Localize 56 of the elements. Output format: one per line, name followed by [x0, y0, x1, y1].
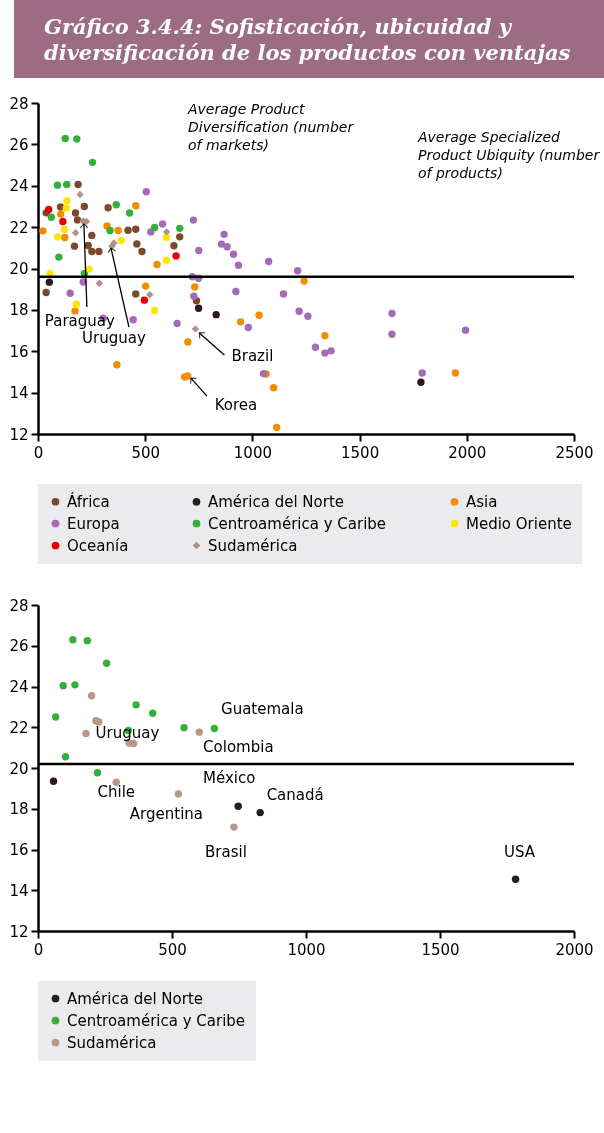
y-tick-label: 26: [9, 135, 29, 154]
legend-label: América del Norte: [208, 492, 345, 511]
y-tick-label: 24: [9, 678, 29, 696]
y-tick-label: 28: [9, 596, 29, 615]
legend-label: Asia: [466, 492, 498, 511]
y-tick-label: 26: [9, 637, 29, 656]
y-tick-label: 20: [9, 260, 29, 278]
annotation: Guatemala: [221, 700, 304, 719]
y-tick-label: 12: [9, 425, 29, 444]
annotation: USA: [504, 843, 536, 862]
annotation: Average Product Diversification (number of markets): [187, 101, 355, 153]
x-tick-label: 1000: [287, 940, 326, 959]
annotation: Average Specialized Product Ubiquity (number of products): [417, 129, 601, 181]
annotation: Brazil: [231, 346, 274, 365]
legend-label: Europa: [67, 514, 120, 533]
y-tick-label: 22: [9, 718, 29, 737]
y-tick-label: 20: [9, 759, 29, 778]
annotation: Canadá: [266, 785, 324, 804]
x-tick-label: 500: [131, 443, 161, 462]
y-tick-label: 18: [9, 301, 29, 320]
annotation: Korea: [214, 396, 258, 415]
annotation: Uruguay: [82, 329, 146, 348]
x-tick-label: 1000: [233, 443, 272, 462]
x-tick-label: 2500: [555, 443, 594, 462]
legend-label: Sudamérica: [208, 536, 298, 555]
legend-label: Centroamérica y Caribe: [208, 514, 387, 533]
y-tick-label: 14: [9, 384, 29, 403]
legend-label: América del Norte: [67, 989, 204, 1008]
y-tick-label: 14: [9, 881, 29, 900]
y-tick-label: 16: [9, 841, 29, 859]
legend-label: Centroamérica y Caribe: [67, 1011, 246, 1030]
legend-label: Oceanía: [67, 536, 129, 555]
annotation: México: [203, 769, 256, 788]
y-tick-label: 22: [9, 218, 29, 237]
x-tick-label: 0: [33, 940, 44, 959]
x-tick-label: 2000: [555, 940, 594, 959]
legend-label: Sudamérica: [67, 1033, 157, 1052]
y-tick-label: 24: [9, 177, 29, 196]
x-tick-label: 2000: [448, 443, 487, 462]
y-tick-label: 28: [9, 94, 29, 113]
annotation: Paraguay: [44, 311, 116, 330]
annotation: Uruguay: [95, 723, 160, 742]
x-tick-label: 0: [33, 443, 44, 462]
y-tick-label: 12: [9, 922, 29, 941]
legend-label: África: [67, 491, 110, 511]
x-tick-label: 500: [158, 940, 187, 959]
legend-label: Medio Oriente: [466, 514, 572, 533]
annotation: Brasil: [205, 843, 247, 862]
chart-title: Gráfico 3.4.4: Sofisticación, ubicuidad y diversificación de los productos con ventajas: [14, 0, 604, 78]
x-tick-label: 1500: [421, 940, 460, 959]
y-tick-label: 16: [9, 342, 29, 361]
annotation: Argentina: [129, 804, 204, 823]
y-tick-label: 18: [9, 800, 29, 819]
annotation: Chile: [97, 783, 136, 802]
x-tick-label: 1500: [341, 443, 380, 462]
annotation: Colombia: [203, 738, 274, 757]
